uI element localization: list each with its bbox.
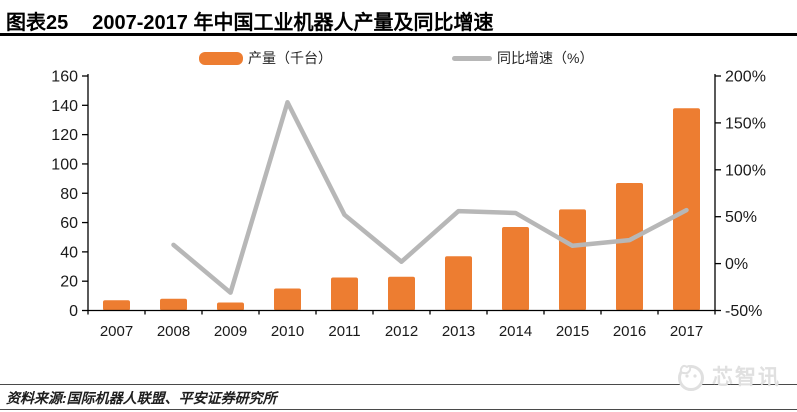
x-label-2008: 2008 bbox=[157, 323, 190, 340]
bar-2009 bbox=[217, 302, 244, 311]
bottom-border bbox=[0, 409, 797, 410]
x-label-2015: 2015 bbox=[556, 323, 589, 340]
bar-2016 bbox=[616, 182, 643, 311]
figure-header: 图表25 2007-2017 年中国工业机器人产量及同比增速 bbox=[6, 6, 493, 35]
x-label-2009: 2009 bbox=[214, 323, 247, 340]
x-label-2017: 2017 bbox=[670, 323, 703, 340]
bar-2008 bbox=[160, 298, 187, 311]
x-label-2011: 2011 bbox=[328, 323, 360, 340]
x-label-2013: 2013 bbox=[442, 323, 475, 340]
watermark-text: 芯智讯 bbox=[712, 366, 781, 389]
bar-2013 bbox=[445, 256, 472, 311]
left-tick-label-100: 100 bbox=[51, 156, 78, 173]
page-title: 2007-2017 年中国工业机器人产量及同比增速 bbox=[92, 12, 494, 34]
right-tick-label--50: -50% bbox=[725, 303, 762, 320]
x-label-2010: 2010 bbox=[271, 323, 304, 340]
watermark-logo-icon bbox=[678, 364, 704, 391]
bar-2015 bbox=[559, 209, 586, 311]
production-bar-swatch-icon bbox=[199, 51, 243, 65]
left-tick-label-20: 20 bbox=[60, 274, 78, 291]
right-tick-label-0: 0% bbox=[725, 256, 748, 273]
left-tick-label-120: 120 bbox=[51, 127, 78, 144]
left-tick-label-40: 40 bbox=[60, 244, 78, 261]
x-label-2016: 2016 bbox=[613, 323, 646, 340]
right-tick-label-50: 50% bbox=[725, 209, 757, 226]
left-tick-label-60: 60 bbox=[60, 215, 78, 232]
left-tick-label-160: 160 bbox=[51, 69, 78, 86]
bar-2014 bbox=[502, 226, 529, 311]
watermark: 芯智讯 bbox=[673, 359, 781, 393]
x-label-2012: 2012 bbox=[385, 323, 418, 340]
legend-item-production: 产量（千台） bbox=[199, 48, 332, 68]
right-tick-label-150: 150% bbox=[725, 115, 766, 132]
left-tick-label-80: 80 bbox=[60, 186, 78, 203]
footer-divider bbox=[0, 384, 797, 385]
x-label-2014: 2014 bbox=[499, 323, 532, 340]
legend-item-growth: 同比增速（%） bbox=[452, 48, 593, 68]
bar-2007 bbox=[103, 300, 130, 311]
bar-2010 bbox=[274, 288, 301, 311]
source-note: 资料来源:国际机器人联盟、平安证券研究所 bbox=[6, 390, 277, 406]
figure-label: 图表25 bbox=[6, 12, 69, 34]
bar-2011 bbox=[331, 277, 358, 311]
growth-line bbox=[171, 100, 689, 295]
legend-label-growth: 同比增速（%） bbox=[497, 50, 594, 66]
right-tick-label-200: 200% bbox=[725, 69, 766, 86]
x-label-2007: 2007 bbox=[100, 323, 133, 340]
title-underline bbox=[0, 33, 797, 36]
bar-2012 bbox=[388, 276, 415, 311]
left-tick-label-140: 140 bbox=[51, 98, 78, 115]
legend-label-production: 产量（千台） bbox=[248, 50, 332, 66]
right-tick-label-100: 100% bbox=[725, 162, 766, 179]
left-tick-label-0: 0 bbox=[69, 303, 78, 320]
growth-line-swatch-icon bbox=[452, 55, 492, 61]
